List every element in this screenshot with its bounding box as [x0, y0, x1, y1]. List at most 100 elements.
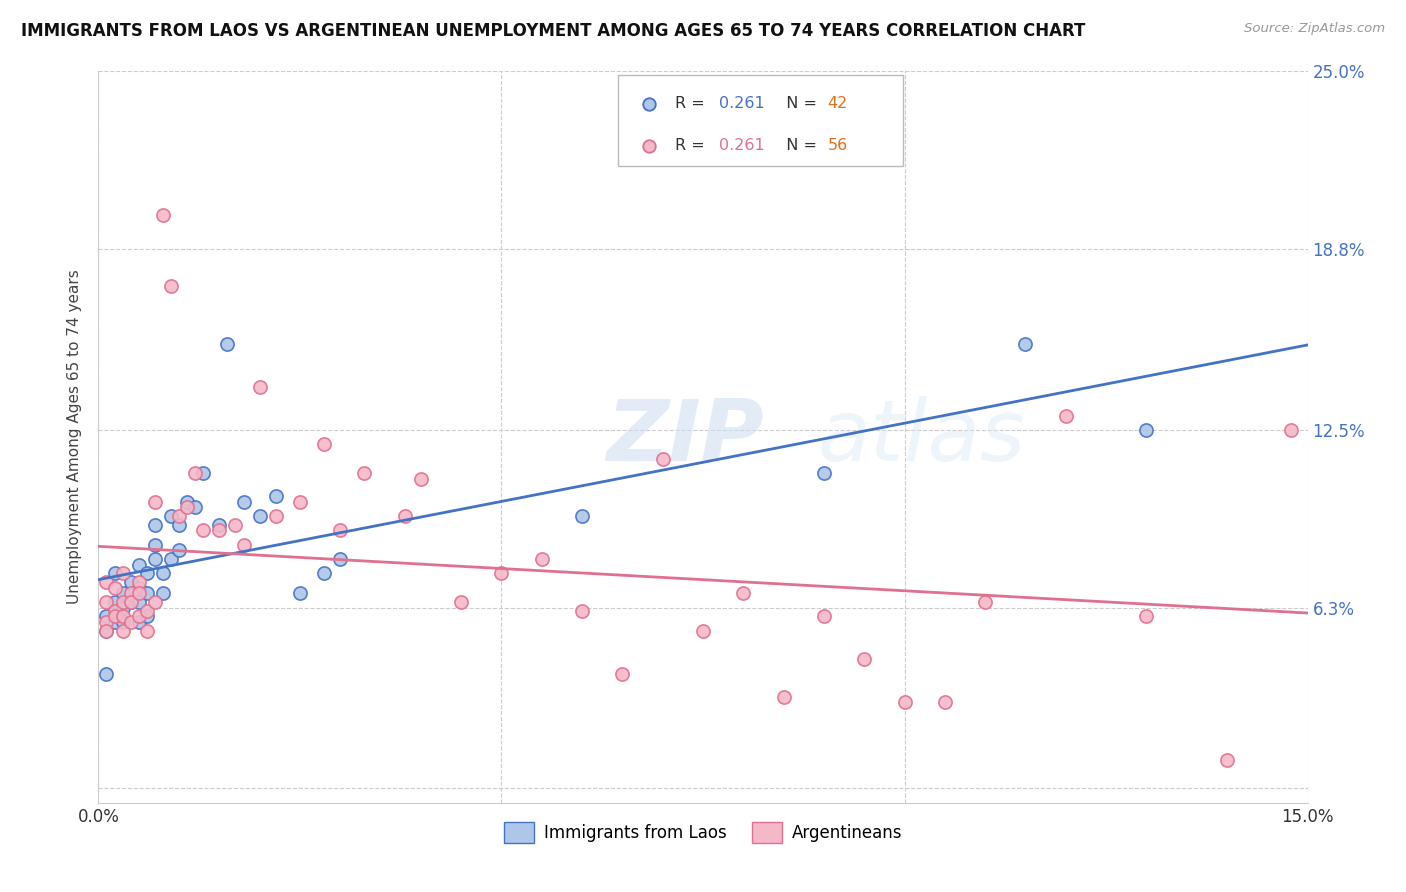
Point	[160, 279, 183, 293]
Point	[264, 489, 287, 503]
Point	[111, 600, 134, 615]
Point	[571, 604, 593, 618]
Point	[176, 500, 198, 515]
Point	[160, 508, 183, 523]
Point	[135, 586, 157, 600]
Point	[103, 595, 125, 609]
Point	[152, 566, 174, 581]
Point	[152, 586, 174, 600]
Legend: Immigrants from Laos, Argentineans: Immigrants from Laos, Argentineans	[498, 815, 908, 849]
Point	[120, 615, 142, 629]
Point	[103, 615, 125, 629]
Text: 56: 56	[828, 138, 848, 153]
Point	[120, 595, 142, 609]
Point	[143, 552, 166, 566]
Point	[143, 538, 166, 552]
Point	[208, 524, 231, 538]
Point	[128, 581, 150, 595]
Point	[103, 581, 125, 595]
Point	[394, 508, 416, 523]
Point	[176, 494, 198, 508]
Point	[232, 538, 254, 552]
Point	[128, 586, 150, 600]
Point	[692, 624, 714, 638]
Point	[103, 609, 125, 624]
Point	[612, 666, 634, 681]
Point	[128, 615, 150, 629]
Point	[314, 437, 336, 451]
Point	[128, 574, 150, 589]
Point	[217, 336, 239, 351]
Point	[1281, 423, 1303, 437]
Point	[893, 695, 915, 709]
Point	[96, 666, 118, 681]
Point	[111, 586, 134, 600]
Text: ZIP: ZIP	[606, 395, 763, 479]
Point	[96, 615, 118, 629]
Point	[1135, 423, 1157, 437]
Point	[329, 524, 352, 538]
Point	[135, 604, 157, 618]
Point	[135, 624, 157, 638]
Text: atlas: atlas	[818, 395, 1026, 479]
Point	[96, 624, 118, 638]
Point	[530, 552, 553, 566]
Point	[135, 566, 157, 581]
Text: 0.261: 0.261	[718, 96, 765, 112]
Point	[249, 508, 271, 523]
Point	[264, 508, 287, 523]
Point	[314, 566, 336, 581]
Point	[128, 558, 150, 572]
Point	[208, 517, 231, 532]
Point	[193, 524, 215, 538]
Point	[96, 609, 118, 624]
Text: Source: ZipAtlas.com: Source: ZipAtlas.com	[1244, 22, 1385, 36]
Point	[651, 451, 673, 466]
Point	[143, 517, 166, 532]
Point	[1135, 609, 1157, 624]
Point	[96, 595, 118, 609]
Text: N =: N =	[776, 138, 821, 153]
Point	[288, 494, 311, 508]
Point	[120, 586, 142, 600]
Point	[353, 466, 375, 480]
FancyBboxPatch shape	[619, 75, 903, 167]
Text: IMMIGRANTS FROM LAOS VS ARGENTINEAN UNEMPLOYMENT AMONG AGES 65 TO 74 YEARS CORRE: IMMIGRANTS FROM LAOS VS ARGENTINEAN UNEM…	[21, 22, 1085, 40]
Text: 0.261: 0.261	[718, 138, 765, 153]
Point	[143, 494, 166, 508]
Point	[491, 566, 513, 581]
Point	[120, 574, 142, 589]
Text: R =: R =	[675, 138, 710, 153]
Point	[450, 595, 472, 609]
Point	[224, 517, 246, 532]
Point	[103, 604, 125, 618]
Point	[409, 472, 432, 486]
Text: N =: N =	[776, 96, 821, 112]
Point	[152, 208, 174, 222]
Point	[111, 566, 134, 581]
Point	[128, 595, 150, 609]
Point	[143, 595, 166, 609]
Point	[329, 552, 352, 566]
Point	[1014, 336, 1036, 351]
Point	[103, 566, 125, 581]
Point	[111, 624, 134, 638]
Point	[733, 586, 755, 600]
Point	[96, 574, 118, 589]
Point	[571, 508, 593, 523]
Point	[184, 466, 207, 480]
Y-axis label: Unemployment Among Ages 65 to 74 years: Unemployment Among Ages 65 to 74 years	[67, 269, 83, 605]
Point	[111, 609, 134, 624]
Point	[1054, 409, 1077, 423]
Point	[853, 652, 876, 666]
Point	[167, 543, 190, 558]
Point	[96, 624, 118, 638]
Point	[813, 609, 835, 624]
Point	[249, 380, 271, 394]
Point	[974, 595, 997, 609]
Point	[232, 494, 254, 508]
Point	[135, 609, 157, 624]
Point	[288, 586, 311, 600]
Point	[160, 552, 183, 566]
Text: 42: 42	[828, 96, 848, 112]
